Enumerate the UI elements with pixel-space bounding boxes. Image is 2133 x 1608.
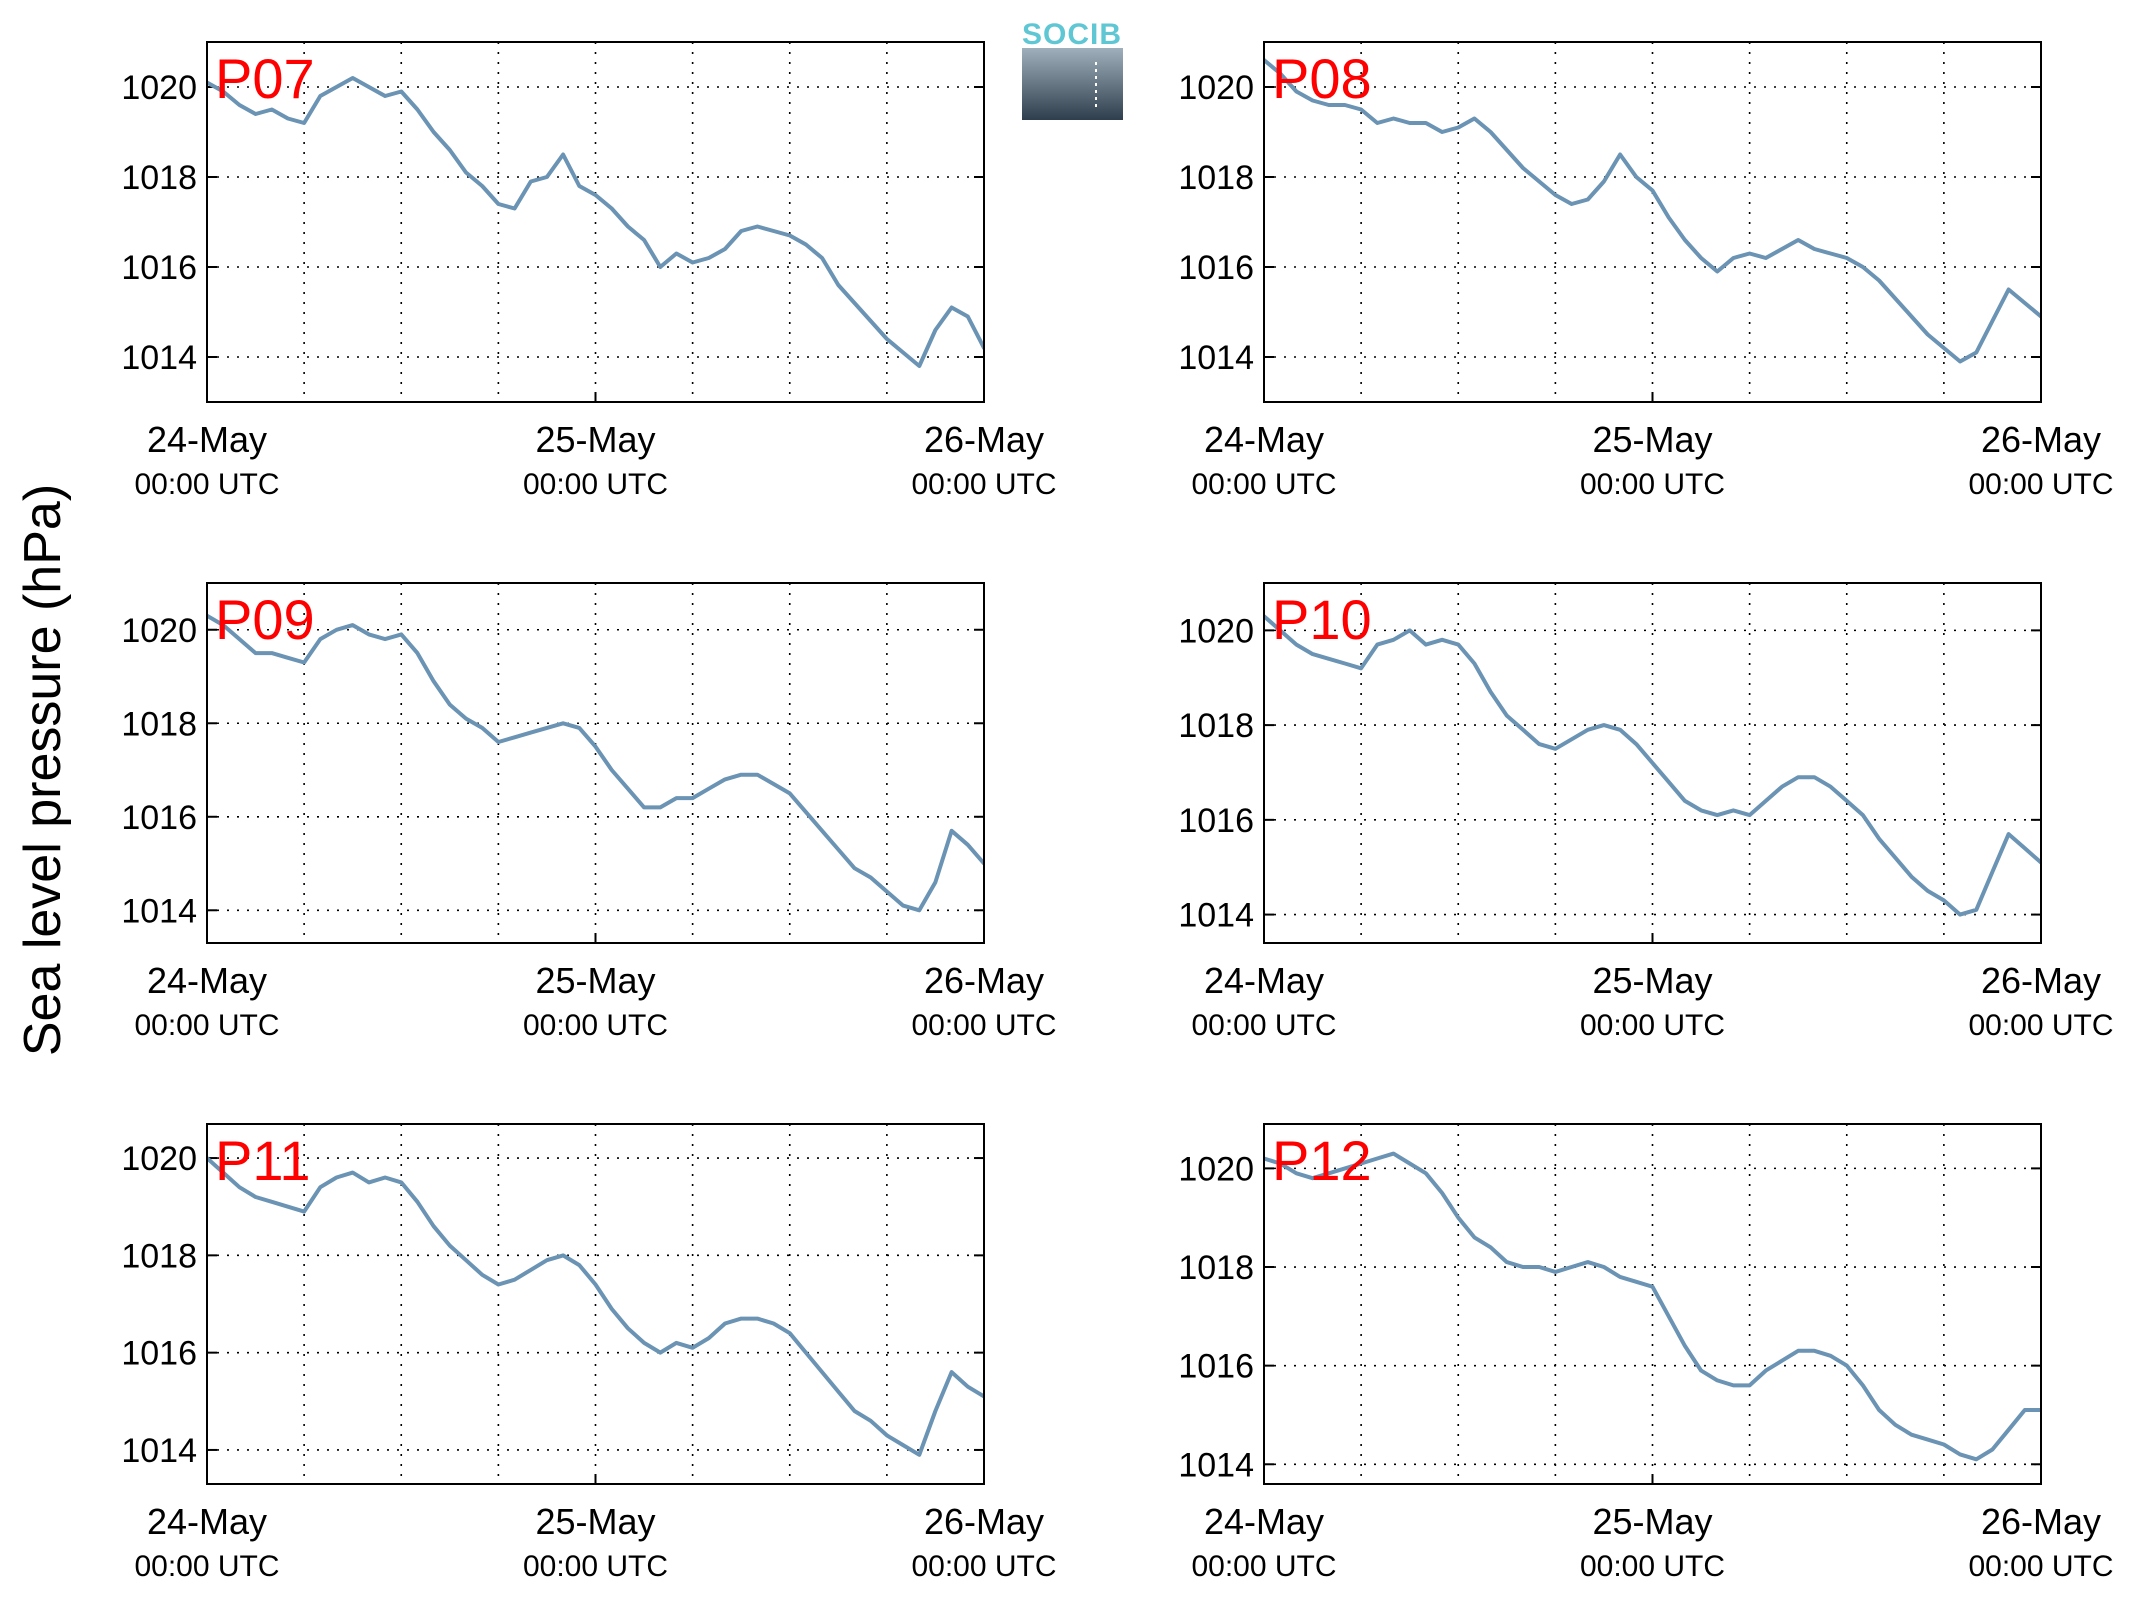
series-line	[207, 1156, 984, 1457]
panel-p11: 1014 1016 1018 1020 24-May 00:00 UTC 25-May 00:…	[121, 1123, 1057, 1583]
x-tick-date-label: 24-May	[1204, 1501, 1324, 1542]
logo-block	[1022, 48, 1123, 120]
x-tick-time-label: 00:00 UTC	[1968, 1009, 2113, 1042]
axes-frame	[206, 41, 985, 403]
x-tick-time-label: 00:00 UTC	[523, 1009, 668, 1042]
y-tick-label: 1014	[1178, 1446, 1254, 1484]
x-tick-time-label: 00:00 UTC	[523, 468, 668, 501]
series-line	[1264, 58, 2041, 364]
panel-p08: 1014 1016 1018 1020 24-May 00:00 UTC 25-May 00:…	[1178, 41, 2114, 501]
x-tick-time-label: 00:00 UTC	[1580, 1550, 1725, 1583]
x-tick-date-label: 25-May	[1592, 419, 1712, 460]
axes-frame	[206, 582, 985, 944]
x-tick-time-label: 00:00 UTC	[523, 1550, 668, 1583]
x-tick-time-label: 00:00 UTC	[1191, 468, 1336, 501]
x-tick-date-label: 25-May	[1592, 960, 1712, 1001]
y-tick-label: 1016	[1178, 1348, 1254, 1386]
x-tick-date-label: 25-May	[535, 419, 655, 460]
x-tick-time-label: 00:00 UTC	[911, 1550, 1056, 1583]
axes-frame	[206, 1123, 985, 1485]
x-tick-time-label: 00:00 UTC	[1968, 468, 2113, 501]
x-tick-date-label: 24-May	[147, 419, 267, 460]
x-tick-date-label: 26-May	[1981, 1501, 2101, 1542]
y-tick-label: 1014	[121, 339, 197, 377]
y-tick-label: 1018	[1178, 159, 1254, 197]
series-line	[1264, 614, 2041, 917]
x-tick-date-label: 26-May	[924, 1501, 1044, 1542]
axes-frame	[1263, 582, 2042, 944]
y-tick-label: 1016	[121, 249, 197, 287]
x-tick-time-label: 00:00 UTC	[1191, 1550, 1336, 1583]
x-tick-time-label: 00:00 UTC	[1968, 1550, 2113, 1583]
x-tick-date-label: 24-May	[1204, 419, 1324, 460]
y-axis-label: Sea level pressure (hPa)	[14, 484, 72, 1056]
panel-label: P10	[1272, 588, 1372, 651]
y-tick-label: 1020	[121, 612, 197, 650]
logo-text: SOCIB	[1022, 18, 1122, 51]
y-tick-label: 1020	[1178, 612, 1254, 650]
x-tick-date-label: 25-May	[535, 1501, 655, 1542]
y-tick-label: 1018	[1178, 707, 1254, 745]
y-tick-label: 1020	[1178, 1150, 1254, 1188]
panel-label: P11	[215, 1129, 310, 1192]
series-line	[1264, 1151, 2041, 1462]
y-tick-label: 1016	[121, 1335, 197, 1373]
x-tick-time-label: 00:00 UTC	[134, 468, 279, 501]
panel-p09: 1014 1016 1018 1020 24-May 00:00 UTC 25-May 00:…	[121, 582, 1057, 1042]
x-tick-time-label: 00:00 UTC	[1580, 468, 1725, 501]
panel-p12: 1014 1016 1018 1020 24-May 00:00 UTC 25-May 00:…	[1178, 1123, 2114, 1583]
y-tick-label: 1014	[1178, 339, 1254, 377]
y-tick-label: 1020	[1178, 69, 1254, 107]
x-tick-time-label: 00:00 UTC	[134, 1550, 279, 1583]
y-tick-label: 1020	[121, 1140, 197, 1178]
x-tick-time-label: 00:00 UTC	[1191, 1009, 1336, 1042]
y-tick-label: 1014	[121, 892, 197, 930]
x-tick-date-label: 26-May	[1981, 419, 2101, 460]
panel-label: P07	[215, 47, 315, 110]
y-tick-label: 1020	[121, 69, 197, 107]
y-tick-label: 1014	[121, 1432, 197, 1470]
panel-p10: 1014 1016 1018 1020 24-May 00:00 UTC 25-May 00:…	[1178, 582, 2114, 1042]
panel-label: P08	[1272, 47, 1372, 110]
x-tick-date-label: 24-May	[147, 1501, 267, 1542]
axes-frame	[1263, 1123, 2042, 1485]
x-tick-date-label: 25-May	[535, 960, 655, 1001]
y-tick-label: 1016	[121, 799, 197, 837]
series-line	[207, 76, 984, 368]
socib-logo: SOCIB	[1022, 18, 1123, 120]
series-line	[207, 613, 984, 913]
y-tick-label: 1018	[121, 159, 197, 197]
panel-p07: 1014 1016 1018 1020 24-May 00:00 UTC 25-May 00:…	[121, 41, 1057, 501]
x-tick-time-label: 00:00 UTC	[1580, 1009, 1725, 1042]
y-tick-label: 1018	[121, 705, 197, 743]
x-tick-date-label: 26-May	[924, 419, 1044, 460]
x-tick-date-label: 26-May	[924, 960, 1044, 1001]
y-tick-label: 1016	[1178, 802, 1254, 840]
x-tick-time-label: 00:00 UTC	[911, 1009, 1056, 1042]
y-tick-label: 1018	[121, 1237, 197, 1275]
panel-label: P12	[1272, 1129, 1372, 1192]
y-tick-label: 1014	[1178, 897, 1254, 935]
y-tick-label: 1016	[1178, 249, 1254, 287]
y-tick-label: 1018	[1178, 1249, 1254, 1287]
x-tick-date-label: 24-May	[147, 960, 267, 1001]
panel-label: P09	[215, 588, 315, 651]
axes-frame	[1263, 41, 2042, 403]
x-tick-date-label: 25-May	[1592, 1501, 1712, 1542]
x-tick-date-label: 26-May	[1981, 960, 2101, 1001]
x-tick-time-label: 00:00 UTC	[134, 1009, 279, 1042]
x-tick-date-label: 24-May	[1204, 960, 1324, 1001]
x-tick-time-label: 00:00 UTC	[911, 468, 1056, 501]
